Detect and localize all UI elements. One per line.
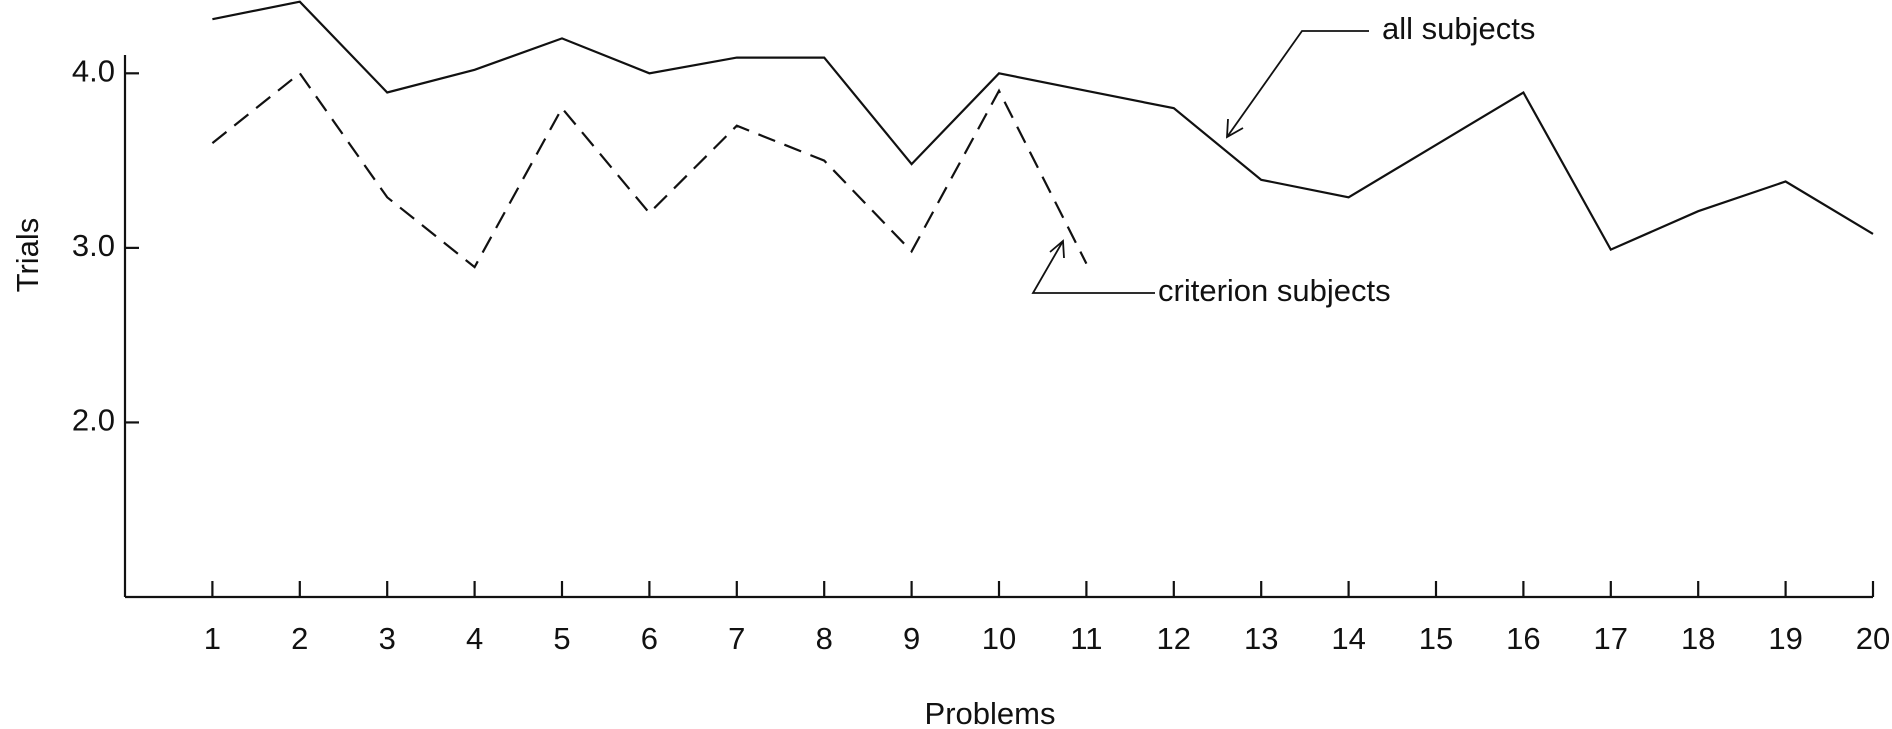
- x-tick-label: 19: [1768, 621, 1802, 656]
- criterion-subjects-pointer: [1031, 239, 1155, 294]
- x-tick-label: 11: [1070, 621, 1102, 656]
- x-tick-label: 20: [1856, 621, 1890, 656]
- x-tick-label: 8: [816, 621, 833, 656]
- y-axis-label: Trials: [10, 218, 45, 293]
- y-tick-label: 2.0: [72, 403, 115, 438]
- x-tick-label: 17: [1594, 621, 1628, 656]
- x-tick-label: 2: [291, 621, 308, 656]
- x-tick-label: 18: [1681, 621, 1715, 656]
- x-tick-label: 7: [728, 621, 745, 656]
- series-line: [211, 71, 1088, 269]
- x-tick-label: 6: [641, 621, 658, 656]
- x-tick-label: 10: [982, 621, 1016, 656]
- all-subjects-pointer: [1226, 30, 1369, 139]
- x-tick-label: 3: [379, 621, 396, 656]
- x-tick-label: 9: [903, 621, 920, 656]
- x-tick-label: 16: [1506, 621, 1540, 656]
- x-tick-label: 14: [1331, 621, 1365, 656]
- x-tick-label: 15: [1419, 621, 1453, 656]
- x-tick-label: 13: [1244, 621, 1278, 656]
- series-annotation: all subjects: [1382, 11, 1535, 46]
- x-tick-label: 12: [1157, 621, 1191, 656]
- series-annotation: criterion subjects: [1158, 273, 1391, 308]
- y-tick-label: 4.0: [72, 54, 115, 89]
- x-axis-label: Problems: [925, 696, 1056, 729]
- y-tick-label: 3.0: [72, 228, 115, 263]
- x-tick-label: 4: [466, 621, 483, 656]
- x-tick-label: 1: [204, 621, 221, 656]
- x-tick-label: 5: [553, 621, 570, 656]
- series-line: [212, 0, 1874, 252]
